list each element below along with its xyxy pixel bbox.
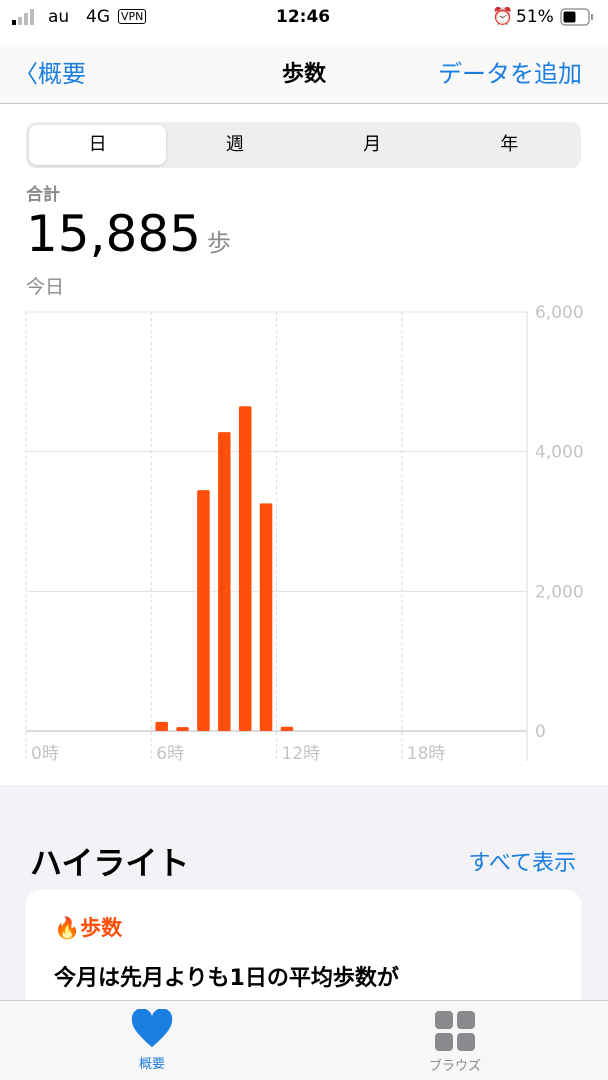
card-header: 🔥歩数 <box>54 912 122 942</box>
heart-icon <box>131 1008 173 1048</box>
card-title: 歩数 <box>80 916 123 940</box>
carrier: au <box>48 7 70 27</box>
back-label: 概要 <box>38 60 86 88</box>
y-tick-label: 4,000 <box>535 443 584 463</box>
y-tick-label: 6,000 <box>535 303 584 323</box>
card-text: 今月は先月よりも1日の平均歩数が <box>54 966 399 991</box>
vpn-badge: VPN <box>118 9 147 24</box>
period-segmented-control: 日 週 月 年 <box>26 122 581 168</box>
y-tick-label: 0 <box>535 722 546 742</box>
segment-week[interactable]: 週 <box>225 134 244 155</box>
bar-hour-6 <box>155 721 168 731</box>
status-bar: au 4G VPN 12:46 ⏰ 51% <box>0 0 608 36</box>
period-label: 今日 <box>26 276 65 298</box>
clock: 12:46 <box>276 7 331 27</box>
back-button[interactable]: 〈概要 <box>14 54 86 89</box>
bar-hour-9 <box>218 432 231 731</box>
show-all-link[interactable]: すべて表示 <box>468 851 576 876</box>
tab-bar: 概要 ブラウズ <box>0 1000 608 1080</box>
x-tick-label: 6時 <box>156 744 184 764</box>
steps-chart: 6,000 4,000 2,000 0 0時 6時 12時 18時 <box>25 303 584 764</box>
x-tick-label: 18時 <box>407 744 446 764</box>
total-value: 15,885 歩 <box>26 205 231 263</box>
total-label: 合計 <box>26 185 60 205</box>
step-unit: 歩 <box>206 229 231 257</box>
bar-hour-8 <box>197 490 210 731</box>
chevron-left-icon: 〈 <box>14 60 38 88</box>
tab-browse[interactable]: ブラウズ <box>410 1011 500 1074</box>
alarm-icon: ⏰ <box>492 7 514 27</box>
x-tick-label: 12時 <box>282 744 321 764</box>
add-data-button[interactable]: データを追加 <box>438 60 582 88</box>
x-tick-label: 0時 <box>31 744 59 764</box>
signal-icon <box>12 9 34 25</box>
page-title: 歩数 <box>281 62 326 87</box>
segment-month[interactable]: 月 <box>363 134 382 155</box>
step-count: 15,885 <box>26 205 201 263</box>
network: 4G <box>86 7 110 27</box>
highlights-title: ハイライト <box>30 844 190 882</box>
bar-hour-11 <box>259 503 273 731</box>
bar-hour-10 <box>238 406 252 731</box>
battery-percent: 51% <box>516 7 554 27</box>
y-tick-label: 2,000 <box>535 582 584 602</box>
segment-day[interactable]: 日 <box>29 125 167 165</box>
tab-summary-label: 概要 <box>138 1057 165 1072</box>
tab-summary[interactable]: 概要 <box>112 1008 192 1072</box>
tab-browse-label: ブラウズ <box>428 1059 481 1074</box>
grid-icon <box>435 1011 475 1051</box>
bar-hour-12 <box>280 726 294 731</box>
segment-year[interactable]: 年 <box>500 134 519 155</box>
battery-icon <box>560 8 593 26</box>
bar-hour-7 <box>176 727 189 731</box>
flame-icon: 🔥 <box>54 916 81 940</box>
navigation-bar: 〈概要 歩数 データを追加 <box>0 44 608 104</box>
